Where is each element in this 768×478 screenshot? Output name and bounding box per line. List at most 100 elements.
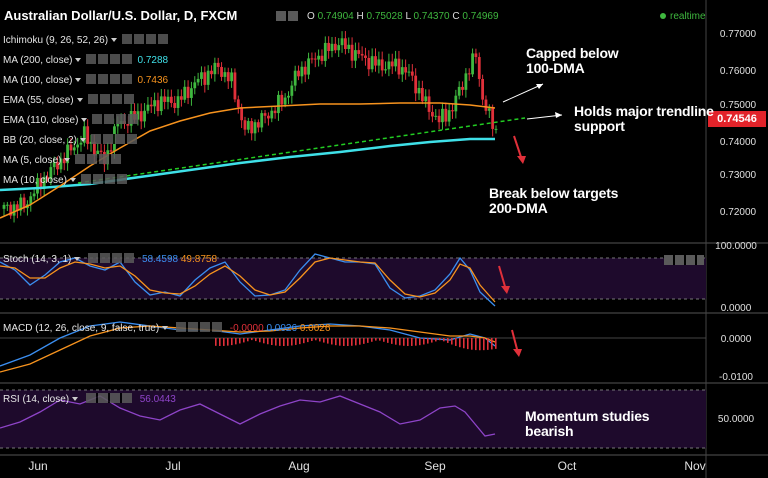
- candle-body: [367, 58, 371, 70]
- candle-body: [203, 72, 207, 85]
- price-tick: 0.72000: [720, 207, 757, 218]
- macd-histogram-bar: [339, 338, 341, 346]
- candle-body: [297, 70, 300, 77]
- arrow-capped: [502, 83, 544, 103]
- candle-body: [283, 97, 287, 105]
- indicator-controls[interactable]: [86, 54, 133, 64]
- annotation-capped: Capped below 100-DMA: [526, 46, 619, 76]
- indicator-row[interactable]: MA (5, close): [3, 154, 122, 167]
- rsi-legend[interactable]: RSI (14, close) 56.0443: [3, 393, 176, 406]
- header-controls[interactable]: [276, 11, 300, 21]
- candle-body: [287, 95, 290, 98]
- candle-body: [263, 113, 267, 116]
- macd-histogram-bar: [435, 338, 437, 342]
- chevron-down-icon[interactable]: [81, 118, 88, 122]
- indicator-row[interactable]: MA (200, close) 0.7288: [3, 54, 168, 67]
- macd-histogram-bar: [375, 338, 377, 341]
- time-tick: Jul: [165, 459, 180, 473]
- candle-body: [494, 128, 498, 130]
- chevron-down-icon[interactable]: [72, 397, 79, 401]
- chevron-down-icon[interactable]: [69, 178, 76, 182]
- indicator-controls[interactable]: [75, 154, 122, 164]
- indicator-row[interactable]: EMA (55, close): [3, 94, 134, 107]
- candle-body: [250, 121, 254, 134]
- chevron-down-icon[interactable]: [162, 326, 169, 330]
- indicator-controls[interactable]: [92, 114, 139, 124]
- macd-histogram-bar: [443, 338, 445, 342]
- macd-histogram-bar: [431, 338, 433, 343]
- macd-histogram-bar: [403, 338, 405, 346]
- indicator-controls[interactable]: [175, 322, 222, 332]
- macd-value: 0.0026: [266, 323, 298, 334]
- indicator-controls[interactable]: [80, 174, 127, 184]
- macd-hist-value: -0.0000: [229, 323, 264, 334]
- candle-body: [370, 56, 374, 70]
- candle-body: [29, 196, 33, 205]
- price-tick: 0.74000: [720, 137, 757, 148]
- candle-body: [340, 38, 344, 46]
- indicator-controls[interactable]: [87, 94, 134, 104]
- macd-histogram-bar: [263, 338, 265, 344]
- candle-body: [374, 56, 377, 66]
- candle-body: [196, 78, 200, 83]
- candle-body: [350, 44, 354, 61]
- stoch-legend[interactable]: Stoch (14, 3, 1) 58.4598 49.8758: [3, 253, 217, 266]
- indicator-row[interactable]: MA (100, close) 0.7436: [3, 74, 168, 87]
- indicator-label: MA (100, close): [3, 75, 73, 86]
- down-arrow-stoch: [498, 265, 510, 294]
- candle-body: [46, 176, 49, 179]
- macd-legend[interactable]: MACD (12, 26, close, 9, false, true) -0.…: [3, 322, 330, 335]
- stoch-panel-controls[interactable]: [664, 255, 704, 265]
- macd-histogram-bar: [467, 338, 469, 350]
- indicator-controls[interactable]: [88, 253, 135, 263]
- candle-body: [52, 162, 56, 168]
- candle-body: [307, 58, 310, 75]
- candle-body: [451, 110, 454, 112]
- indicator-controls[interactable]: [85, 393, 132, 403]
- candle-body: [387, 61, 391, 70]
- macd-histogram-bar: [327, 338, 329, 344]
- macd-histogram-bar: [279, 338, 281, 346]
- time-axis: Jun Jul Aug Sep Oct Nov: [28, 459, 705, 473]
- candle-body: [236, 99, 240, 108]
- indicator-row[interactable]: MA (10, close): [3, 174, 127, 187]
- chevron-down-icon[interactable]: [74, 257, 81, 261]
- chevron-down-icon[interactable]: [75, 78, 82, 82]
- chevron-down-icon[interactable]: [111, 38, 118, 42]
- candle-body: [190, 88, 193, 98]
- indicator-controls[interactable]: [122, 34, 169, 44]
- indicator-label: MA (200, close): [3, 55, 73, 66]
- candle-body: [303, 66, 307, 75]
- indicator-label: MA (10, close): [3, 175, 67, 186]
- candle-body: [290, 85, 294, 96]
- annotation-line: support: [574, 118, 625, 134]
- candle-body: [69, 144, 73, 151]
- indicator-row[interactable]: BB (20, close, 2): [3, 134, 137, 147]
- macd-histogram-bar: [331, 338, 333, 345]
- candle-body: [116, 124, 120, 127]
- indicator-controls[interactable]: [90, 134, 137, 144]
- chevron-down-icon[interactable]: [75, 58, 82, 62]
- macd-histogram-bar: [447, 338, 449, 343]
- candle-body: [477, 57, 481, 79]
- macd-tick: 0.0000: [721, 334, 752, 345]
- candle-body: [92, 141, 96, 156]
- chevron-down-icon[interactable]: [64, 158, 71, 162]
- annotation-line: Break below targets: [489, 185, 619, 201]
- candle-body: [186, 86, 190, 98]
- indicator-row[interactable]: Ichimoku (9, 26, 52, 26): [3, 34, 169, 47]
- candle-body: [96, 150, 100, 156]
- time-tick: Aug: [288, 459, 309, 473]
- chevron-down-icon[interactable]: [79, 138, 86, 142]
- candle-body: [270, 110, 274, 119]
- candle-body: [240, 107, 244, 121]
- indicator-row[interactable]: EMA (110, close): [3, 114, 139, 127]
- rsi-tick: 50.0000: [718, 414, 755, 425]
- candle-body: [354, 50, 357, 61]
- candle-body: [126, 124, 130, 126]
- chevron-down-icon[interactable]: [76, 98, 83, 102]
- macd-histogram-bar: [419, 338, 421, 346]
- price-tick: 0.75000: [720, 100, 757, 111]
- macd-histogram-bar: [475, 338, 477, 351]
- indicator-controls[interactable]: [86, 74, 133, 84]
